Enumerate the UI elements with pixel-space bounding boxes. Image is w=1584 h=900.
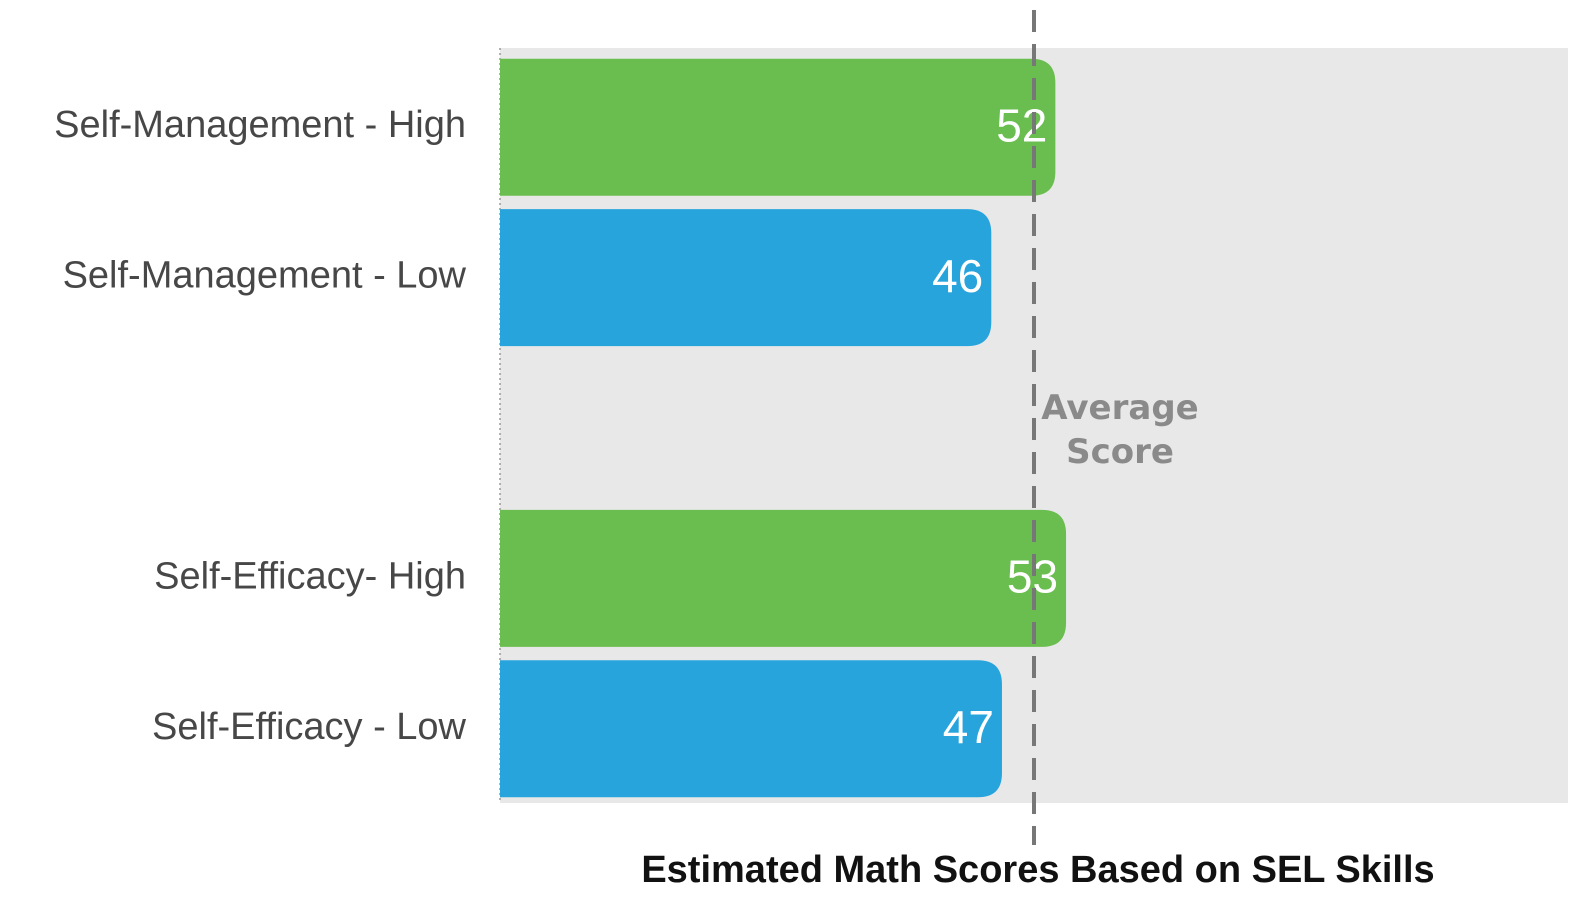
y-tick-label: Self-Efficacy - Low: [152, 706, 467, 748]
bar: [500, 209, 992, 347]
data-label: 47: [943, 701, 994, 753]
y-tick-label: Self-Management - Low: [63, 255, 467, 297]
y-tick-label: Self-Efficacy- High: [154, 555, 466, 597]
chart-title: Estimated Math Scores Based on SEL Skill…: [641, 849, 1434, 891]
bar: [500, 660, 1002, 798]
bar: [500, 58, 1056, 196]
y-tick-label: Self-Management - High: [54, 104, 466, 146]
bar: [500, 509, 1067, 647]
data-label: 46: [932, 250, 983, 302]
data-label: 52: [996, 99, 1047, 151]
reference-label: Average Score: [1041, 388, 1199, 472]
